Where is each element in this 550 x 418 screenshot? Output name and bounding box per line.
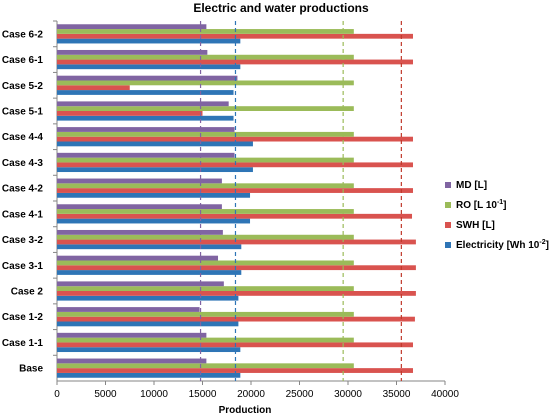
bar-ro-case-2 bbox=[57, 286, 354, 291]
bar-ro-case-6-1 bbox=[57, 54, 354, 60]
category-label: Case 4-3 bbox=[2, 158, 44, 169]
bar-md-case-1-1 bbox=[57, 332, 207, 338]
bar-ro-case-4-3 bbox=[57, 157, 354, 163]
category-label: Case 3-2 bbox=[2, 235, 44, 246]
bar-md-case-1-2 bbox=[57, 307, 200, 312]
bar-electricity-case-6-1 bbox=[57, 64, 241, 70]
bar-swh-case-5-2 bbox=[57, 85, 130, 91]
category-label: Case 6-1 bbox=[2, 55, 44, 66]
bar-md-case-4-3 bbox=[57, 152, 235, 158]
bar-electricity-base bbox=[57, 372, 241, 378]
category-label: Case 4-1 bbox=[2, 209, 44, 220]
bar-electricity-case-1-1 bbox=[57, 347, 241, 353]
bar-electricity-case-4-4 bbox=[57, 141, 253, 147]
bar-md-case-4-4 bbox=[57, 127, 235, 132]
bar-md-case-5-2 bbox=[57, 75, 238, 81]
category-label: Case 3-1 bbox=[2, 261, 44, 272]
bar-md-case-6-1 bbox=[57, 49, 208, 55]
legend-swatch bbox=[445, 202, 451, 208]
legend-label: SWH [L] bbox=[456, 220, 495, 231]
x-tick-label: 30000 bbox=[334, 389, 362, 400]
bar-electricity-case-3-1 bbox=[57, 270, 242, 275]
x-axis-ticks: 0 5000 10000 15000 20000 25000 30000 35000 40000 bbox=[54, 381, 459, 400]
x-axis-title: Production bbox=[219, 405, 272, 416]
category-labels: Base Case 1-1 Case 1-2 Case 2 Case 3-1 Case 3… bbox=[2, 29, 44, 374]
bar-swh-case-6-1 bbox=[57, 59, 413, 65]
bar-ro-case-3-1 bbox=[57, 260, 354, 266]
bar-swh-case-1-2 bbox=[57, 316, 415, 322]
bar-electricity-case-4-2 bbox=[57, 192, 251, 198]
bar-electricity-case-3-2 bbox=[57, 244, 242, 250]
legend-label: RO [L 10-1] bbox=[456, 199, 507, 211]
bar-ro-case-4-2 bbox=[57, 183, 354, 189]
reference-lines bbox=[199, 21, 402, 381]
x-tick-label: 20000 bbox=[237, 389, 265, 400]
category-label: Case 5-1 bbox=[2, 107, 44, 118]
category-label: Base bbox=[19, 364, 43, 375]
bar-md-case-6-2 bbox=[57, 24, 207, 30]
category-label: Case 5-2 bbox=[2, 81, 44, 92]
plot-area bbox=[53, 20, 445, 382]
bar-ro-case-6-2 bbox=[57, 29, 354, 34]
bar-md-case-4-2 bbox=[57, 178, 222, 184]
bar-ro-case-5-1 bbox=[57, 106, 354, 111]
x-tick-label: 40000 bbox=[431, 389, 459, 400]
bar-ro-base bbox=[57, 363, 354, 369]
x-tick-label: 35000 bbox=[383, 389, 411, 400]
bar-ro-case-4-4 bbox=[57, 131, 354, 137]
bar-electricity-case-2 bbox=[57, 295, 239, 301]
bar-electricity-case-4-3 bbox=[57, 167, 253, 173]
category-label: Case 1-1 bbox=[2, 338, 44, 349]
x-tick-label: 0 bbox=[54, 389, 60, 400]
bar-md-base bbox=[57, 358, 207, 364]
bar-md-case-3-2 bbox=[57, 229, 223, 235]
category-label: Case 4-4 bbox=[2, 132, 44, 143]
legend-swatch bbox=[445, 242, 451, 248]
bar-electricity-case-6-2 bbox=[57, 38, 241, 44]
x-tick-label: 25000 bbox=[286, 389, 314, 400]
legend-swatch bbox=[445, 222, 451, 228]
category-label: Case 1-2 bbox=[2, 312, 44, 323]
bar-ro-case-4-1 bbox=[57, 209, 354, 214]
category-label: Case 6-2 bbox=[2, 29, 44, 40]
bar-swh-case-3-1 bbox=[57, 265, 416, 271]
legend-label: Electricity [Wh 10-2] bbox=[456, 239, 549, 251]
bar-md-case-4-1 bbox=[57, 204, 222, 210]
bar-swh-base bbox=[57, 368, 413, 373]
x-tick-label: 10000 bbox=[140, 389, 168, 400]
bar-electricity-case-1-2 bbox=[57, 321, 239, 327]
bar-swh-case-4-4 bbox=[57, 136, 413, 142]
bar-ro-case-3-2 bbox=[57, 234, 354, 240]
bar-ro-case-1-1 bbox=[57, 337, 354, 343]
bar-swh-case-5-1 bbox=[57, 111, 203, 116]
bar-swh-case-4-1 bbox=[57, 213, 413, 219]
category-label: Case 4-2 bbox=[2, 184, 44, 195]
bar-swh-case-2 bbox=[57, 291, 416, 296]
bar-electricity-case-4-1 bbox=[57, 218, 251, 224]
x-tick-label: 5000 bbox=[94, 389, 117, 400]
category-label: Case 2 bbox=[11, 287, 44, 298]
bar-ro-case-5-2 bbox=[57, 80, 354, 86]
x-tick-label: 15000 bbox=[189, 389, 217, 400]
bar-ro-case-1-2 bbox=[57, 311, 354, 317]
bar-md-case-3-1 bbox=[57, 255, 219, 261]
bar-swh-case-3-2 bbox=[57, 239, 416, 245]
legend: MD [L] RO [L 10-1] SWH [L] Electricity [Wh … bbox=[445, 180, 549, 251]
bar-electricity-case-5-1 bbox=[57, 115, 234, 121]
chart-title: Electric and water productions bbox=[193, 1, 369, 15]
bar-electricity-case-5-2 bbox=[57, 90, 234, 95]
bar-md-case-2 bbox=[57, 281, 224, 287]
legend-swatch bbox=[445, 182, 451, 188]
legend-label: MD [L] bbox=[456, 180, 487, 191]
bar-md-case-5-1 bbox=[57, 101, 229, 107]
